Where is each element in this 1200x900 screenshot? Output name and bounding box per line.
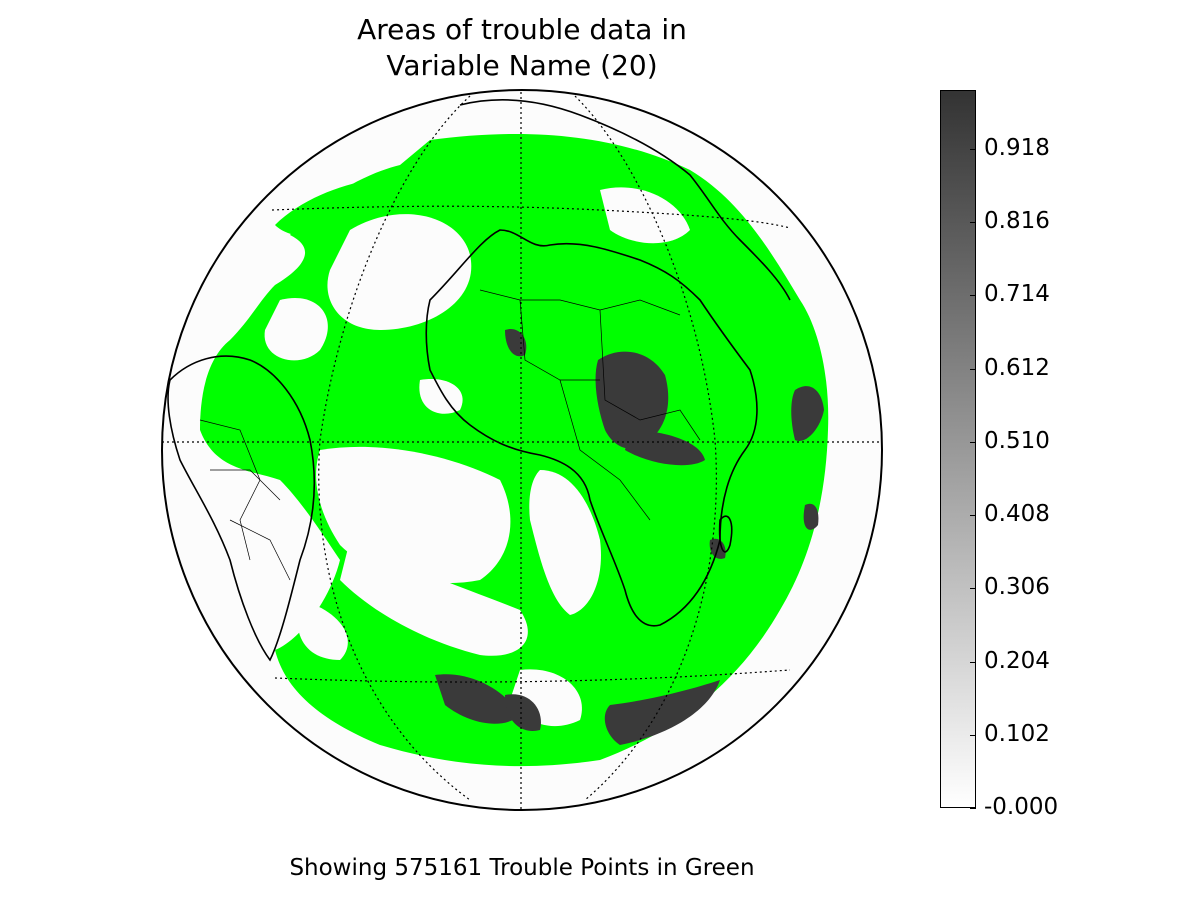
colorbar <box>940 90 976 808</box>
trouble-points-layer <box>200 133 829 767</box>
colorbar-tick-label: 0.816 <box>984 208 1050 235</box>
coastlines <box>167 99 791 662</box>
colorbar-tick-mark <box>970 808 976 809</box>
country-borders <box>199 289 701 581</box>
colorbar-tick-mark <box>970 661 976 663</box>
colorbar-tick-mark <box>970 734 976 736</box>
colorbar-tick-mark <box>970 515 976 517</box>
map-title-line2: Variable Name (20) <box>386 49 658 82</box>
graticule <box>162 92 882 810</box>
colorbar-tick-mark <box>970 368 976 370</box>
clear-regions <box>264 187 690 727</box>
colorbar-ticks: -0.000 0.102 0.204 0.306 0.408 0.510 0.612 0.71… <box>970 90 1086 820</box>
trouble-points-caption: Showing 575161 Trouble Points in Green <box>289 855 755 881</box>
high-value-patches <box>435 329 824 745</box>
colorbar-tick-mark <box>970 441 976 443</box>
colorbar-tick-mark <box>970 148 976 150</box>
map-title: Areas of trouble data in Variable Name (… <box>322 12 722 84</box>
colorbar-tick-label: 0.714 <box>984 281 1050 308</box>
colorbar-tick-label: 0.102 <box>984 720 1050 747</box>
colorbar-tick-label: 0.510 <box>984 427 1050 454</box>
colorbar-tick-label: 0.408 <box>984 501 1050 528</box>
colorbar-tick-label: 0.612 <box>984 354 1050 381</box>
colorbar-tick-mark <box>970 295 976 297</box>
colorbar-tick-mark <box>970 222 976 224</box>
colorbar-tick-label: 0.918 <box>984 134 1050 161</box>
colorbar-tick-label: -0.000 <box>984 794 1059 820</box>
colorbar-tick-label: 0.306 <box>984 574 1050 601</box>
colorbar-tick-label: 0.204 <box>984 647 1050 674</box>
globe-outline <box>161 89 883 811</box>
colorbar-tick-mark <box>970 588 976 590</box>
map-title-line1: Areas of trouble data in <box>357 13 687 46</box>
